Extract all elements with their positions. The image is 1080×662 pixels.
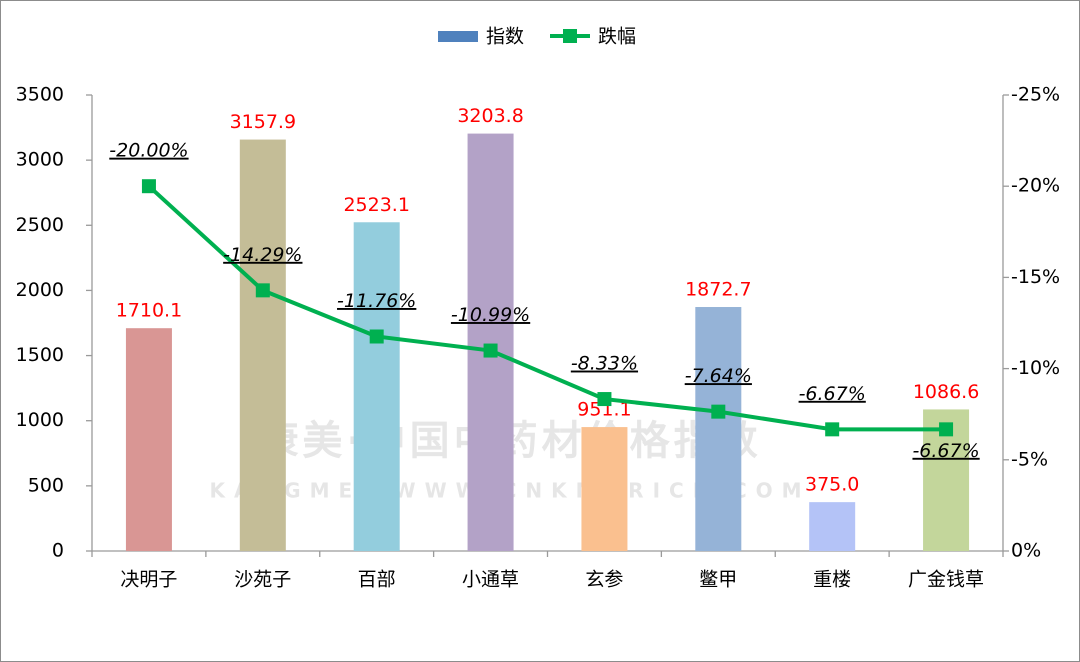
bar-value-label: 375.0 xyxy=(805,474,859,496)
y-tick-label: 2000 xyxy=(16,279,64,301)
legend-swatch xyxy=(438,31,478,42)
line xyxy=(147,184,947,432)
line-value-label: -11.76% xyxy=(337,290,416,312)
y-tick-label: 1000 xyxy=(16,409,64,431)
x-tick-label: 小通草 xyxy=(462,569,519,591)
legend-swatch xyxy=(563,29,577,43)
y-tick-label: 500 xyxy=(28,474,64,496)
y-tick-label: 3500 xyxy=(16,84,64,106)
bar-value-label: 3203.8 xyxy=(457,105,523,127)
bar xyxy=(695,307,742,551)
y2-tick-label: 0% xyxy=(1011,540,1041,562)
x-tick-label: 百部 xyxy=(358,569,396,591)
line-value-label: -10.99% xyxy=(451,304,530,326)
y-tick-label: 1500 xyxy=(16,344,64,366)
x-tick-label: 重楼 xyxy=(813,569,851,591)
y-tick-label: 3000 xyxy=(16,149,64,171)
legend-label: 指数 xyxy=(486,26,524,48)
line-value-label: -6.67% xyxy=(799,383,866,405)
bar-value-label: 951.1 xyxy=(577,399,631,421)
x-tick-label: 沙苑子 xyxy=(234,569,291,591)
line-value-label: -7.64% xyxy=(685,365,752,387)
bar xyxy=(125,328,172,551)
line-marker xyxy=(141,179,156,194)
bar xyxy=(239,139,286,551)
line-value-label: -20.00% xyxy=(109,140,188,162)
y2-tick-label: -5% xyxy=(1011,448,1048,470)
bar-value-label: 1086.6 xyxy=(913,381,979,403)
line-marker xyxy=(483,343,498,358)
line-value-label: -6.67% xyxy=(912,440,979,462)
y-tick-label: 2500 xyxy=(16,214,64,236)
bar-value-label: 1710.1 xyxy=(116,300,182,322)
bar-value-label: 1872.7 xyxy=(685,279,751,301)
x-tick-label: 决明子 xyxy=(120,569,177,591)
bar xyxy=(467,133,514,551)
bar xyxy=(353,222,400,551)
line-marker xyxy=(369,329,384,344)
line-value-label: -8.33% xyxy=(571,353,638,375)
y2-tick-label: -10% xyxy=(1011,357,1060,379)
x-tick-label: 广金钱草 xyxy=(908,569,984,591)
line-marker xyxy=(255,283,270,298)
x-tick-label: 玄参 xyxy=(585,569,623,591)
line-marker xyxy=(597,392,612,407)
bar xyxy=(581,427,628,551)
y2-tick-label: -20% xyxy=(1011,175,1060,197)
bar-value-label: 2523.1 xyxy=(343,194,409,216)
line-marker xyxy=(711,404,726,419)
line-marker xyxy=(939,422,954,437)
y2-tick-label: -25% xyxy=(1011,84,1060,106)
x-tick-label: 鳖甲 xyxy=(699,569,737,591)
y-tick-label: 0 xyxy=(52,540,64,562)
bar xyxy=(809,502,856,551)
line-value-label: -14.29% xyxy=(223,244,302,266)
bar-value-label: 3157.9 xyxy=(230,111,296,133)
line-marker xyxy=(825,422,840,437)
y2-tick-label: -15% xyxy=(1011,266,1060,288)
legend-label: 跌幅 xyxy=(598,26,636,48)
